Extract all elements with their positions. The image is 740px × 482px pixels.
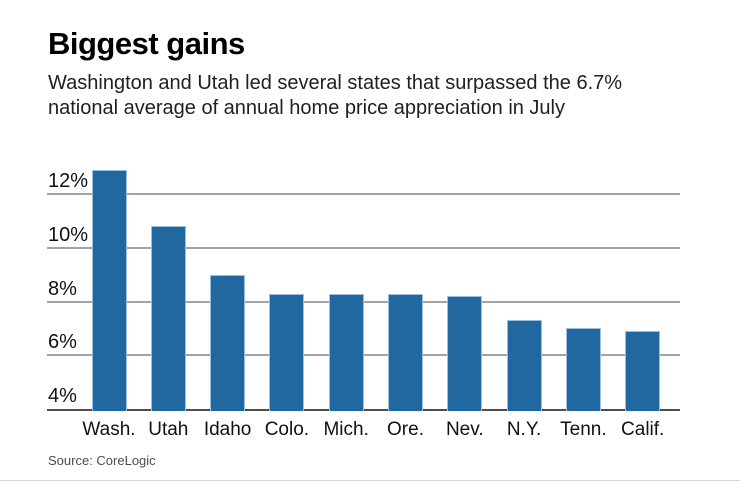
bar-idaho (210, 274, 246, 411)
y-axis-tick-label-12%: 12% (48, 170, 89, 193)
x-axis-label-mich: Mich. (323, 419, 369, 440)
bar-ny (506, 320, 542, 411)
bar-wash (91, 170, 127, 411)
x-axis-label-colo: Colo. (264, 419, 310, 440)
gridline-10% (47, 246, 680, 249)
x-axis-label-ore: Ore. (387, 419, 424, 440)
x-axis-label-tenn: Tenn. (560, 419, 607, 440)
x-axis-label-calif: Calif. (621, 419, 665, 440)
chart-subtitle-line-2: national average of annual home price ap… (48, 97, 566, 119)
x-axis-label-nev: Nev. (445, 419, 484, 440)
bar-utah (150, 226, 186, 411)
bottom-divider (0, 480, 740, 481)
bar-calif (625, 331, 661, 411)
y-axis-tick-label-10%: 10% (48, 223, 89, 246)
bar-tenn (565, 328, 601, 411)
bar-nev (447, 296, 483, 411)
y-axis-tick-label-8%: 8% (48, 277, 77, 300)
x-axis-label-wash: Wash. (82, 419, 136, 440)
bar-ore (388, 293, 423, 411)
gridline-12% (47, 193, 680, 196)
source-note: Source: CoreLogic (48, 453, 156, 468)
chart-subtitle: Washington and Utah led several states t… (48, 71, 622, 121)
y-axis-tick-label-4%: 4% (48, 385, 77, 407)
bar-mich (328, 293, 364, 411)
chart-title: Biggest gains (48, 26, 245, 61)
x-axis-label-ny: N.Y. (506, 419, 542, 440)
y-axis-tick-label-6%: 6% (48, 331, 77, 354)
x-axis-label-utah: Utah (148, 419, 189, 440)
bar-colo (269, 293, 305, 411)
chart-subtitle-line-1: Washington and Utah led several states t… (48, 72, 623, 94)
x-axis-label-idaho: Idaho (203, 419, 252, 440)
